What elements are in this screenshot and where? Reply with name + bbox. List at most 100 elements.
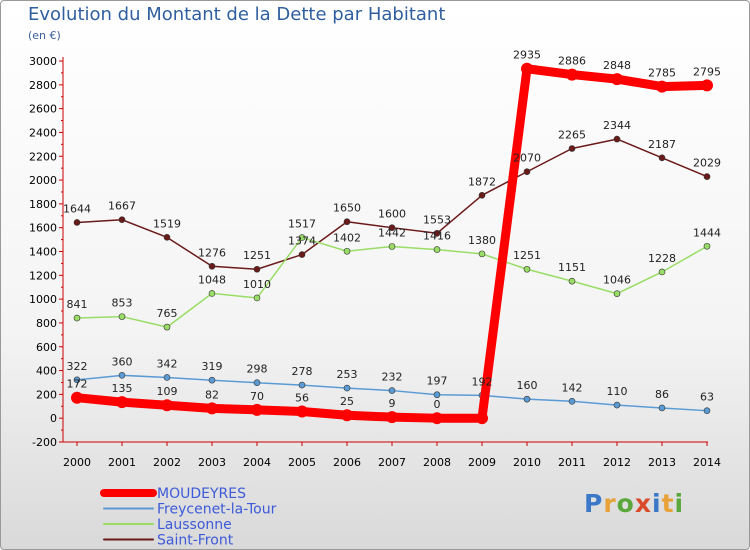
- data-label: 2344: [603, 119, 631, 132]
- logo-letter: P: [584, 489, 604, 518]
- data-point: [163, 323, 171, 331]
- data-label: 2886: [558, 55, 586, 68]
- data-point: [253, 265, 261, 273]
- data-label: 63: [700, 391, 714, 404]
- y-tick-label: 2400: [29, 126, 57, 139]
- data-label: 9: [389, 397, 396, 410]
- data-point: [388, 243, 396, 250]
- logo-letter: x: [634, 489, 652, 518]
- data-point: [296, 405, 308, 418]
- data-point: [163, 374, 171, 381]
- data-label: 2187: [648, 138, 676, 151]
- data-point: [386, 411, 398, 424]
- data-label: 322: [67, 360, 88, 373]
- data-label: 2795: [693, 65, 721, 78]
- data-label: 1251: [513, 249, 541, 262]
- x-tick-label: 2011: [558, 456, 586, 469]
- data-point: [568, 277, 576, 285]
- x-tick-label: 2006: [333, 456, 361, 469]
- data-label: 2029: [693, 157, 721, 170]
- data-point: [568, 145, 576, 152]
- data-label: 197: [427, 375, 448, 388]
- data-point: [298, 251, 306, 258]
- data-label: 278: [292, 365, 313, 378]
- x-tick-label: 2010: [513, 456, 541, 469]
- y-tick-label: -200: [32, 436, 57, 449]
- data-point: [116, 396, 128, 409]
- x-tick-label: 2001: [108, 456, 136, 469]
- data-point: [388, 387, 396, 394]
- y-tick-label: 1800: [29, 198, 57, 211]
- data-point: [161, 399, 173, 412]
- data-label: 109: [157, 385, 178, 398]
- logo-letter: i: [674, 489, 685, 518]
- data-label: 2785: [648, 67, 676, 80]
- data-label: 1010: [243, 278, 271, 291]
- data-label: 1650: [333, 202, 361, 215]
- data-label: 1444: [693, 226, 721, 239]
- data-point: [118, 313, 126, 320]
- data-point: [658, 404, 666, 412]
- data-point: [566, 68, 578, 81]
- data-label: 1553: [423, 213, 451, 226]
- data-point: [658, 154, 666, 162]
- y-tick-label: 800: [36, 317, 57, 330]
- chart-title: Evolution du Montant de la Dette par Hab…: [28, 4, 446, 25]
- data-label: 1046: [603, 274, 631, 287]
- data-label: 82: [205, 388, 219, 401]
- data-point: [523, 265, 531, 273]
- data-label: 86: [655, 388, 669, 401]
- data-label: 25: [340, 395, 354, 408]
- data-label: 1151: [558, 261, 586, 274]
- x-tick-label: 2007: [378, 456, 406, 469]
- data-label: 110: [607, 385, 628, 398]
- data-label: 1517: [288, 218, 316, 231]
- data-label: 1374: [288, 235, 316, 248]
- data-label: 2070: [513, 152, 541, 165]
- data-point: [208, 290, 216, 297]
- data-point: [298, 234, 306, 241]
- data-point: [73, 376, 81, 384]
- data-point: [433, 229, 441, 237]
- data-point: [118, 372, 126, 379]
- y-tick-label: 2800: [29, 79, 57, 92]
- data-point: [613, 290, 621, 297]
- data-point: [73, 219, 81, 226]
- data-point: [523, 395, 531, 403]
- x-tick-label: 2000: [63, 456, 91, 469]
- data-label: 1872: [468, 175, 496, 188]
- x-tick-label: 2014: [693, 456, 721, 469]
- data-point: [206, 402, 218, 415]
- data-point: [656, 80, 668, 93]
- data-point: [71, 391, 83, 404]
- data-label: 342: [157, 357, 178, 370]
- y-tick-label: 3000: [29, 55, 57, 68]
- data-label: 853: [112, 297, 133, 310]
- legend-label: Saint-Front: [157, 533, 234, 549]
- data-point: [568, 397, 576, 405]
- legend-label: Laussonne: [157, 517, 232, 533]
- legend-label: MOUDEYRES: [157, 486, 246, 502]
- data-label: 2935: [513, 49, 541, 62]
- data-label: 1667: [108, 200, 136, 213]
- data-point: [433, 391, 441, 399]
- x-tick-label: 2013: [648, 456, 676, 469]
- logo-letter: r: [603, 489, 617, 518]
- x-tick-label: 2002: [153, 456, 181, 469]
- data-point: [388, 224, 396, 231]
- y-tick-label: 200: [36, 388, 57, 401]
- data-point: [298, 381, 306, 389]
- y-tick-label: 2000: [29, 174, 57, 187]
- data-point: [478, 192, 486, 199]
- data-point: [251, 403, 263, 416]
- y-tick-label: 600: [36, 341, 57, 354]
- x-tick-label: 2009: [468, 456, 496, 469]
- data-label: 298: [247, 363, 268, 376]
- data-label: 319: [202, 360, 223, 373]
- data-label: 1380: [468, 234, 496, 247]
- legend: MOUDEYRESFreycenet-la-TourLaussonneSaint…: [100, 486, 277, 549]
- data-label: 1416: [423, 230, 451, 243]
- series-lines: [71, 62, 713, 425]
- data-label: 2265: [558, 129, 586, 142]
